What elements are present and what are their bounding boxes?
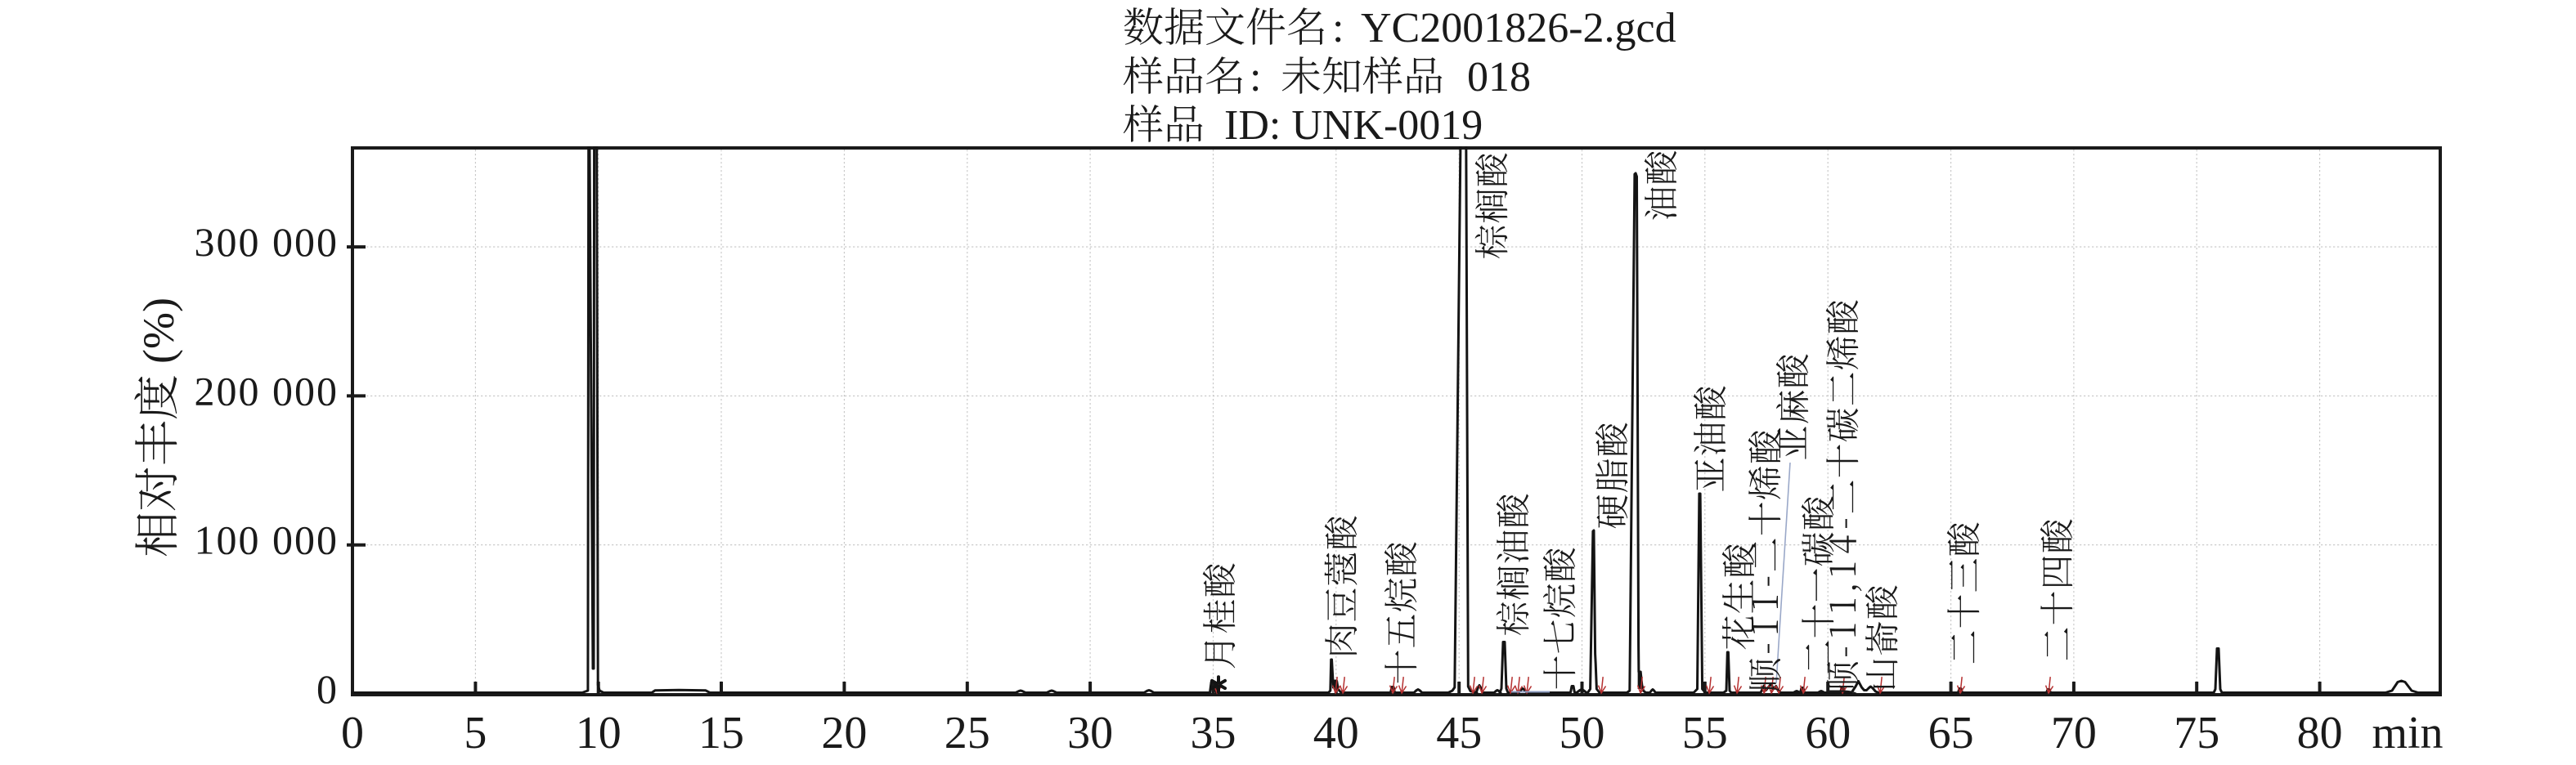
svg-text:60: 60 bbox=[1805, 708, 1851, 758]
svg-text:5: 5 bbox=[464, 708, 487, 758]
svg-text::: : bbox=[1250, 54, 1261, 101]
svg-text:0: 0 bbox=[316, 666, 339, 712]
svg-text:65: 65 bbox=[1928, 708, 1974, 758]
svg-text:300 000: 300 000 bbox=[195, 219, 339, 265]
svg-text:80: 80 bbox=[2297, 708, 2343, 758]
svg-text:YC2001826-2.gcd: YC2001826-2.gcd bbox=[1361, 5, 1676, 51]
svg-text:100 000: 100 000 bbox=[195, 517, 339, 563]
svg-text:(%): (%) bbox=[134, 298, 183, 364]
svg-text:40: 40 bbox=[1313, 708, 1359, 758]
svg-text:15: 15 bbox=[698, 708, 744, 758]
svg-text:20: 20 bbox=[821, 708, 867, 758]
svg-text:45: 45 bbox=[1436, 708, 1482, 758]
svg-text:35: 35 bbox=[1191, 708, 1236, 758]
svg-text:75: 75 bbox=[2174, 708, 2219, 758]
svg-text:30: 30 bbox=[1067, 708, 1113, 758]
svg-text:min: min bbox=[2372, 708, 2443, 758]
svg-text:0: 0 bbox=[341, 708, 364, 758]
svg-text:50: 50 bbox=[1560, 708, 1605, 758]
svg-text::: : bbox=[1332, 5, 1344, 51]
svg-text:018: 018 bbox=[1467, 54, 1531, 101]
svg-text:55: 55 bbox=[1682, 708, 1728, 758]
svg-text:10: 10 bbox=[576, 708, 622, 758]
svg-text:ID: UNK-0019: ID: UNK-0019 bbox=[1224, 102, 1483, 149]
svg-text:70: 70 bbox=[2051, 708, 2097, 758]
svg-text:25: 25 bbox=[945, 708, 990, 758]
svg-text:200 000: 200 000 bbox=[195, 368, 339, 414]
